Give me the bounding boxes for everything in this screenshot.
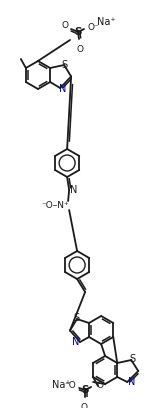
Text: N: N xyxy=(128,377,135,387)
Text: N: N xyxy=(59,84,67,94)
Text: S: S xyxy=(73,313,79,323)
Text: ⁻O: ⁻O xyxy=(64,381,76,390)
Text: N: N xyxy=(71,185,78,195)
Text: N: N xyxy=(72,337,80,347)
Text: O⁻: O⁻ xyxy=(87,22,99,31)
Text: O: O xyxy=(76,46,83,55)
Text: Na⁺: Na⁺ xyxy=(97,17,115,27)
Text: O: O xyxy=(97,381,104,390)
Text: Na⁺: Na⁺ xyxy=(52,380,71,390)
Text: S: S xyxy=(129,354,135,364)
Text: S: S xyxy=(81,385,89,395)
Text: S: S xyxy=(62,60,68,69)
Text: ⁻O–N⁺: ⁻O–N⁺ xyxy=(41,202,69,211)
Text: O: O xyxy=(61,22,68,31)
Text: O: O xyxy=(81,404,88,408)
Text: S: S xyxy=(74,27,82,37)
